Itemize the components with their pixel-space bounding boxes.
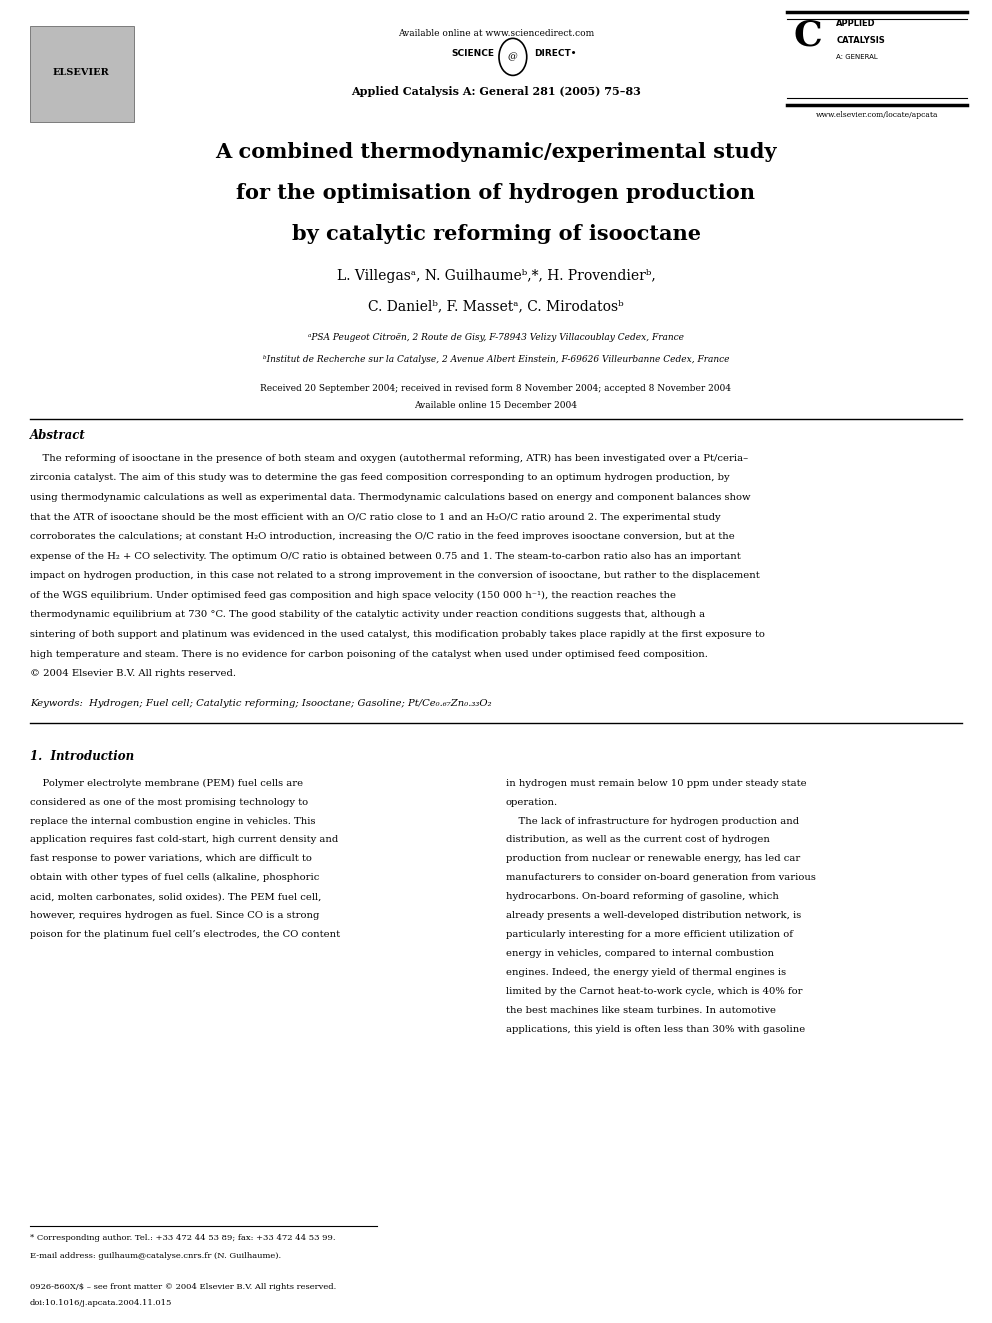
- Text: engines. Indeed, the energy yield of thermal engines is: engines. Indeed, the energy yield of the…: [506, 968, 786, 976]
- Text: Available online at www.sciencedirect.com: Available online at www.sciencedirect.co…: [398, 29, 594, 38]
- Text: that the ATR of isooctane should be the most efficient with an O/C ratio close t: that the ATR of isooctane should be the …: [30, 512, 720, 521]
- Text: Applied Catalysis A: General 281 (2005) 75–83: Applied Catalysis A: General 281 (2005) …: [351, 86, 641, 97]
- Text: The lack of infrastructure for hydrogen production and: The lack of infrastructure for hydrogen …: [506, 816, 799, 826]
- Text: acid, molten carbonates, solid oxides). The PEM fuel cell,: acid, molten carbonates, solid oxides). …: [30, 892, 321, 901]
- Text: particularly interesting for a more efficient utilization of: particularly interesting for a more effi…: [506, 930, 793, 939]
- Text: A: GENERAL: A: GENERAL: [836, 54, 878, 61]
- Text: 1.  Introduction: 1. Introduction: [30, 750, 134, 762]
- Text: operation.: operation.: [506, 798, 558, 807]
- Text: SCIENCE: SCIENCE: [451, 49, 494, 58]
- FancyBboxPatch shape: [30, 26, 134, 122]
- Text: The reforming of isooctane in the presence of both steam and oxygen (autothermal: The reforming of isooctane in the presen…: [30, 454, 748, 463]
- Text: C. Danielᵇ, F. Massetᵃ, C. Mirodatosᵇ: C. Danielᵇ, F. Massetᵃ, C. Mirodatosᵇ: [368, 299, 624, 314]
- Text: the best machines like steam turbines. In automotive: the best machines like steam turbines. I…: [506, 1005, 776, 1015]
- Text: considered as one of the most promising technology to: considered as one of the most promising …: [30, 798, 308, 807]
- Text: L. Villegasᵃ, N. Guilhaumeᵇ,*, H. Provendierᵇ,: L. Villegasᵃ, N. Guilhaumeᵇ,*, H. Proven…: [336, 269, 656, 283]
- Text: expense of the H₂ + CO selectivity. The optimum O/C ratio is obtained between 0.: expense of the H₂ + CO selectivity. The …: [30, 552, 740, 561]
- Text: @: @: [508, 53, 518, 61]
- Text: using thermodynamic calculations as well as experimental data. Thermodynamic cal: using thermodynamic calculations as well…: [30, 493, 750, 501]
- Text: production from nuclear or renewable energy, has led car: production from nuclear or renewable ene…: [506, 855, 801, 864]
- Text: limited by the Carnot heat-to-work cycle, which is 40% for: limited by the Carnot heat-to-work cycle…: [506, 987, 803, 996]
- Text: A combined thermodynamic/experimental study: A combined thermodynamic/experimental st…: [215, 142, 777, 161]
- Text: poison for the platinum fuel cell’s electrodes, the CO content: poison for the platinum fuel cell’s elec…: [30, 930, 340, 939]
- Text: © 2004 Elsevier B.V. All rights reserved.: © 2004 Elsevier B.V. All rights reserved…: [30, 669, 236, 679]
- Text: already presents a well-developed distribution network, is: already presents a well-developed distri…: [506, 912, 802, 921]
- Text: hydrocarbons. On-board reforming of gasoline, which: hydrocarbons. On-board reforming of gaso…: [506, 892, 779, 901]
- Text: * Corresponding author. Tel.: +33 472 44 53 89; fax: +33 472 44 53 99.: * Corresponding author. Tel.: +33 472 44…: [30, 1234, 335, 1242]
- Text: Polymer electrolyte membrane (PEM) fuel cells are: Polymer electrolyte membrane (PEM) fuel …: [30, 779, 303, 787]
- Text: Available online 15 December 2004: Available online 15 December 2004: [415, 401, 577, 410]
- Text: Keywords:  Hydrogen; Fuel cell; Catalytic reforming; Isooctane; Gasoline; Pt/Ce₀: Keywords: Hydrogen; Fuel cell; Catalytic…: [30, 700, 491, 708]
- Text: fast response to power variations, which are difficult to: fast response to power variations, which…: [30, 855, 311, 864]
- Text: energy in vehicles, compared to internal combustion: energy in vehicles, compared to internal…: [506, 949, 774, 958]
- Text: Abstract: Abstract: [30, 429, 85, 442]
- Text: by catalytic reforming of isooctane: by catalytic reforming of isooctane: [292, 224, 700, 243]
- Text: E-mail address: guilhaum@catalyse.cnrs.fr (N. Guilhaume).: E-mail address: guilhaum@catalyse.cnrs.f…: [30, 1252, 281, 1259]
- Text: DIRECT•: DIRECT•: [534, 49, 576, 58]
- Text: ᵇInstitut de Recherche sur la Catalyse, 2 Avenue Albert Einstein, F-69626 Villeu: ᵇInstitut de Recherche sur la Catalyse, …: [263, 355, 729, 364]
- Text: corroborates the calculations; at constant H₂O introduction, increasing the O/C : corroborates the calculations; at consta…: [30, 532, 734, 541]
- Text: applications, this yield is often less than 30% with gasoline: applications, this yield is often less t…: [506, 1025, 806, 1033]
- Text: in hydrogen must remain below 10 ppm under steady state: in hydrogen must remain below 10 ppm und…: [506, 779, 806, 787]
- Text: impact on hydrogen production, in this case not related to a strong improvement : impact on hydrogen production, in this c…: [30, 572, 760, 581]
- Text: doi:10.1016/j.apcata.2004.11.015: doi:10.1016/j.apcata.2004.11.015: [30, 1299, 173, 1307]
- Text: zirconia catalyst. The aim of this study was to determine the gas feed compositi: zirconia catalyst. The aim of this study…: [30, 474, 729, 483]
- Text: ᵃPSA Peugeot Citroën, 2 Route de Gisy, F-78943 Velizy Villacoublay Cedex, France: ᵃPSA Peugeot Citroën, 2 Route de Gisy, F…: [308, 333, 684, 343]
- Text: application requires fast cold-start, high current density and: application requires fast cold-start, hi…: [30, 836, 338, 844]
- Text: high temperature and steam. There is no evidence for carbon poisoning of the cat: high temperature and steam. There is no …: [30, 650, 707, 659]
- Text: of the WGS equilibrium. Under optimised feed gas composition and high space velo: of the WGS equilibrium. Under optimised …: [30, 591, 676, 599]
- Text: sintering of both support and platinum was evidenced in the used catalyst, this : sintering of both support and platinum w…: [30, 630, 765, 639]
- Text: C: C: [794, 19, 822, 53]
- Text: however, requires hydrogen as fuel. Since CO is a strong: however, requires hydrogen as fuel. Sinc…: [30, 912, 319, 921]
- Text: ELSEVIER: ELSEVIER: [53, 69, 110, 77]
- Text: manufacturers to consider on-board generation from various: manufacturers to consider on-board gener…: [506, 873, 815, 882]
- Text: CATALYSIS: CATALYSIS: [836, 36, 885, 45]
- Text: replace the internal combustion engine in vehicles. This: replace the internal combustion engine i…: [30, 816, 315, 826]
- Text: 0926-860X/$ – see front matter © 2004 Elsevier B.V. All rights reserved.: 0926-860X/$ – see front matter © 2004 El…: [30, 1283, 336, 1291]
- Text: for the optimisation of hydrogen production: for the optimisation of hydrogen product…: [236, 183, 756, 202]
- Circle shape: [499, 38, 527, 75]
- Text: www.elsevier.com/locate/apcata: www.elsevier.com/locate/apcata: [815, 111, 938, 119]
- Text: distribution, as well as the current cost of hydrogen: distribution, as well as the current cos…: [506, 836, 770, 844]
- Text: Received 20 September 2004; received in revised form 8 November 2004; accepted 8: Received 20 September 2004; received in …: [261, 384, 731, 393]
- Text: APPLIED: APPLIED: [836, 19, 876, 28]
- Text: thermodynamic equilibrium at 730 °C. The good stability of the catalytic activit: thermodynamic equilibrium at 730 °C. The…: [30, 610, 705, 619]
- Text: obtain with other types of fuel cells (alkaline, phosphoric: obtain with other types of fuel cells (a…: [30, 873, 319, 882]
